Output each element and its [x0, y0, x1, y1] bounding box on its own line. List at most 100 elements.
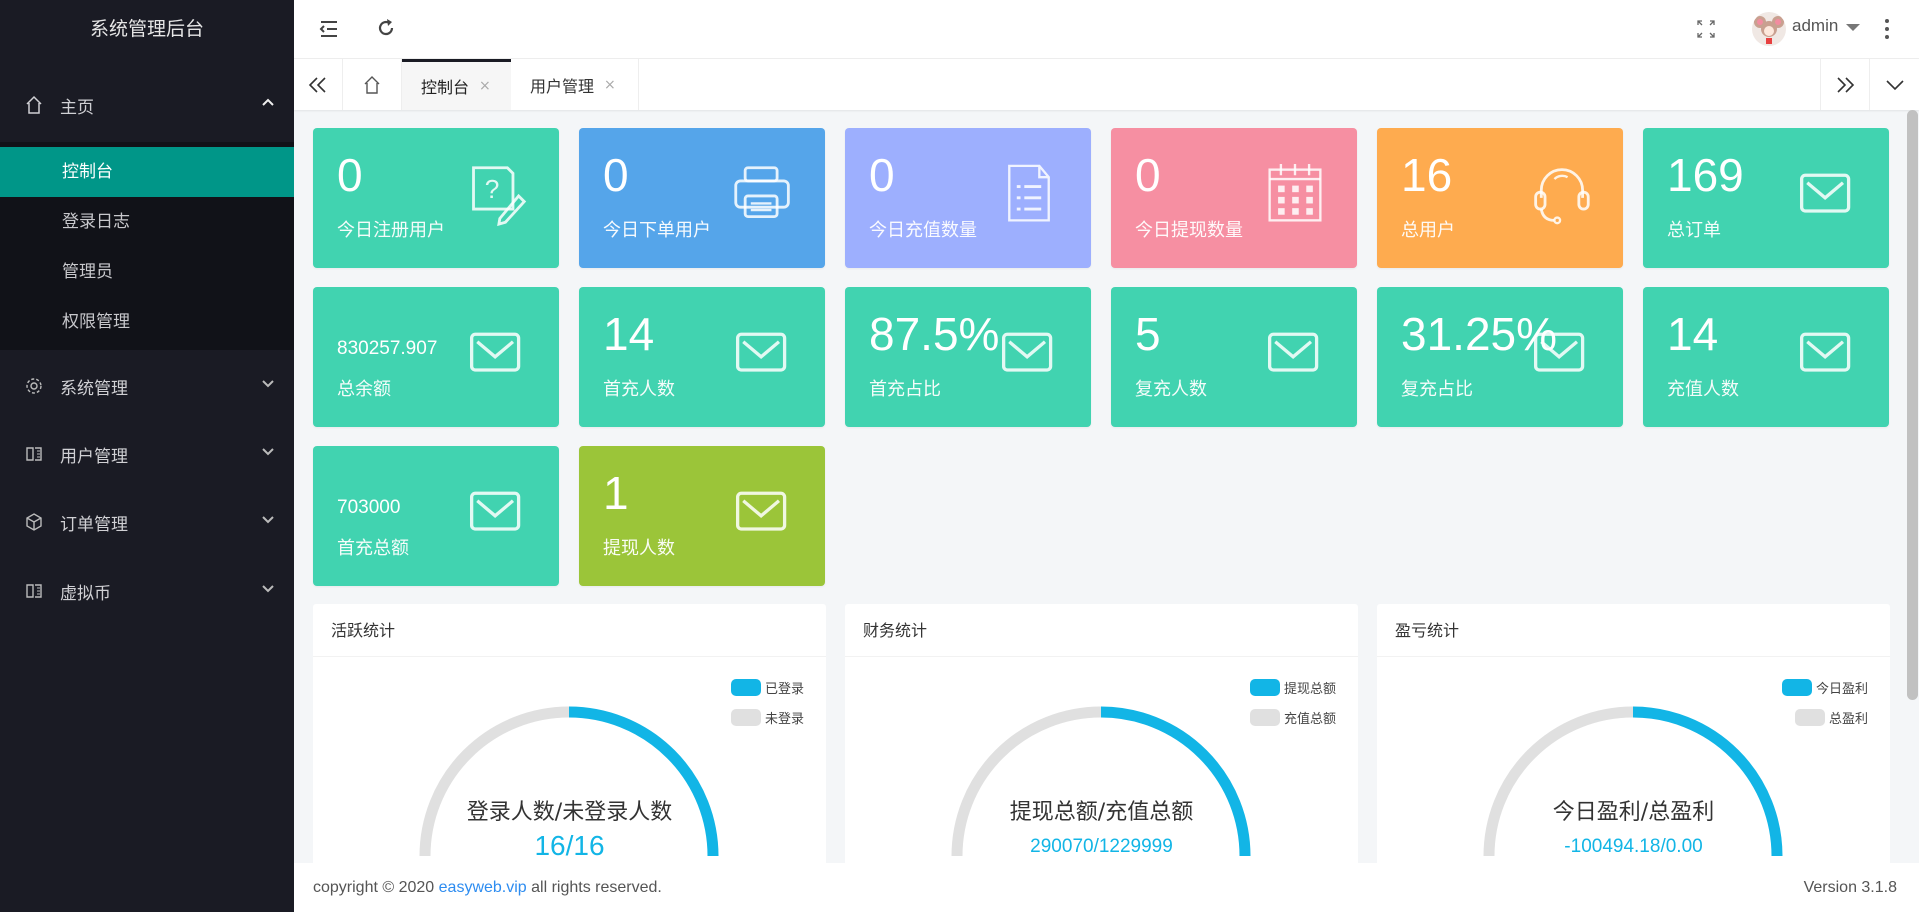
sidebar-item-label: 虚拟币 [60, 583, 111, 604]
tab-dashboard[interactable]: 控制台 × [402, 59, 511, 110]
gauge-value: -100494.18/0.00 [1564, 836, 1703, 857]
legend-label: 已登录 [764, 682, 804, 697]
stat-value: 169 [1667, 149, 1744, 201]
stat-card: 0 今日提现数量 [1111, 128, 1357, 268]
refresh-icon[interactable] [375, 17, 397, 39]
fullscreen-icon[interactable] [1696, 19, 1716, 39]
gauge-chart [1483, 706, 1783, 857]
stat-value: 0 [603, 149, 629, 201]
stat-label: 首充人数 [603, 379, 675, 400]
document-list-icon [1008, 164, 1050, 222]
stat-card: 830257.907 总余额 [313, 287, 559, 427]
sidebar-item-label: 主页 [60, 97, 94, 118]
user-name[interactable]: admin [1792, 16, 1839, 35]
cube-icon [26, 513, 42, 531]
legend-label: 提现总额 [1283, 682, 1336, 697]
stat-card: 0 今日下单用户 [579, 128, 825, 268]
close-icon[interactable]: × [604, 76, 616, 93]
tab-home[interactable] [343, 59, 402, 110]
gauge-track [1483, 706, 1634, 857]
gauge-title: 今日盈利/总盈利 [1552, 800, 1715, 825]
sidebar-item-login-log[interactable]: 登录日志 [62, 212, 130, 232]
copyright: copyright © 2020 easyweb.vip all rights … [313, 863, 662, 912]
double-chevron-right-icon [1837, 76, 1855, 93]
stat-label: 复充占比 [1401, 379, 1473, 400]
collapse-menu-icon[interactable] [318, 18, 340, 40]
tabs-menu-button[interactable] [1870, 59, 1919, 110]
stat-label: 总订单 [1667, 220, 1721, 241]
legend-swatch [1781, 679, 1812, 696]
submenu: 控制台 登录日志 管理员 权限管理 [0, 142, 294, 350]
mail-icon [1001, 332, 1053, 372]
chevron-down-icon [262, 516, 274, 524]
sidebar-item-label: 用户管理 [60, 446, 128, 467]
book-icon [26, 447, 42, 461]
legend-item[interactable]: 未登录 [730, 708, 804, 727]
sidebar-item-home[interactable]: 主页 [0, 71, 294, 139]
close-icon[interactable]: × [479, 78, 491, 94]
stat-label: 首充占比 [869, 379, 941, 400]
stat-label: 总余额 [337, 379, 391, 400]
legend-item[interactable]: 已登录 [730, 678, 804, 697]
stat-value: 16 [1401, 149, 1453, 201]
stat-card: 1 提现人数 [579, 446, 825, 586]
tab-user-management[interactable]: 用户管理 × [511, 59, 639, 110]
sidebar-item-admins[interactable]: 管理员 [62, 262, 113, 282]
stat-value: 31.25% [1401, 308, 1558, 360]
sidebar-item-users[interactable]: 用户管理 [0, 420, 294, 488]
footer-link[interactable]: easyweb.vip [438, 879, 527, 896]
stat-label: 复充人数 [1135, 379, 1207, 400]
tabs-scroll-right-button[interactable] [1820, 59, 1870, 110]
stat-label: 今日提现数量 [1135, 220, 1243, 241]
sidebar-item-system[interactable]: 系统管理 [0, 352, 294, 420]
stat-card: 87.5% 首充占比 [845, 287, 1091, 427]
gauge-value: 290070/1229999 [1030, 836, 1173, 857]
gauge-track [951, 706, 1102, 857]
caret-down-icon[interactable] [1846, 24, 1860, 32]
stat-value: 14 [1667, 308, 1719, 360]
stat-card: 0 今日充值数量 [845, 128, 1091, 268]
legend-swatch [1249, 709, 1280, 726]
stat-card: 0 今日注册用户 ? [313, 128, 559, 268]
panel-title: 财务统计 [845, 604, 1358, 657]
legend-item[interactable]: 充值总额 [1249, 708, 1336, 727]
chevron-down-icon [262, 448, 274, 456]
stat-card: 31.25% 复充占比 [1377, 287, 1623, 427]
gauge-value: 16/16 [534, 830, 605, 861]
sidebar-item-dashboard[interactable]: 控制台 [0, 147, 294, 197]
gauge-chart [419, 706, 719, 857]
mail-icon [735, 332, 787, 372]
gauge-chart [951, 706, 1251, 857]
legend-item[interactable]: 今日盈利 [1781, 678, 1868, 697]
stat-value: 5 [1135, 308, 1161, 360]
scrollbar[interactable] [1907, 110, 1918, 700]
mail-icon [1533, 332, 1585, 372]
gauge-title: 提现总额/充值总额 [1009, 800, 1194, 825]
panel-title: 活跃统计 [313, 604, 826, 657]
gauge-value-arc [1632, 706, 1783, 857]
sidebar-item-coins[interactable]: 虚拟币 [0, 557, 294, 625]
mail-icon [1799, 173, 1851, 213]
sidebar-item-orders[interactable]: 订单管理 [0, 488, 294, 556]
gauge-value-arc [1100, 706, 1251, 857]
more-vertical-icon[interactable] [1884, 18, 1890, 40]
avatar[interactable] [1752, 12, 1786, 46]
stat-label: 提现人数 [603, 538, 675, 559]
copyright-suffix: all rights reserved. [526, 879, 662, 896]
tabs-scroll-left-button[interactable] [294, 59, 343, 110]
tab-label: 控制台 [421, 78, 470, 97]
gauge-value-arc [568, 706, 719, 857]
home-icon [26, 95, 42, 114]
stat-panel: 盈亏统计 今日盈利 总盈利 今日盈利/总盈利 -100494.18/0.00 [1377, 604, 1890, 863]
avatar-image [1754, 16, 1784, 44]
stat-value: 14 [603, 308, 655, 360]
stat-label: 今日充值数量 [869, 220, 977, 241]
sidebar-item-permissions[interactable]: 权限管理 [62, 312, 130, 332]
chevron-down-icon [1885, 79, 1904, 90]
stat-label: 今日注册用户 [337, 220, 445, 241]
legend-item[interactable]: 提现总额 [1249, 678, 1336, 697]
sidebar-item-label: 订单管理 [60, 514, 128, 535]
legend-label: 未登录 [764, 712, 804, 727]
svg-text:?: ? [485, 174, 500, 204]
legend-item[interactable]: 总盈利 [1794, 708, 1868, 727]
